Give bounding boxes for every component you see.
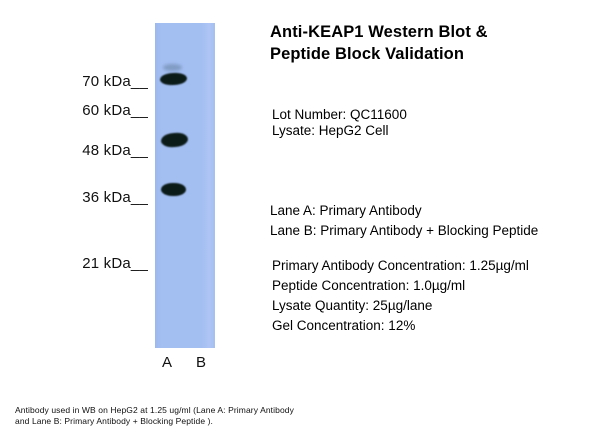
lane-label-a: A (161, 354, 172, 371)
figure-caption: Antibody used in WB on HepG2 at 1.25 ug/… (15, 405, 294, 427)
caption-line-1: Antibody used in WB on HepG2 at 1.25 ug/… (15, 405, 294, 415)
band-48kda (160, 131, 189, 149)
marker-36kda: 36 kDa__ (82, 189, 148, 206)
band-70kda (159, 72, 188, 86)
lane-b-description: Lane B: Primary Antibody + Blocking Pept… (270, 223, 539, 238)
band-36kda (161, 183, 186, 196)
figure-title: Anti-KEAP1 Western Blot & Peptide Block … (270, 21, 488, 65)
marker-60kda: 60 kDa__ (82, 102, 148, 119)
title-line-2: Peptide Block Validation (270, 45, 465, 63)
lane-descriptions: Lane A: Primary Antibody Lane B: Primary… (270, 201, 538, 241)
gel-concentration: Gel Concentration: 12% (272, 318, 416, 333)
lysate: Lysate: HepG2 Cell (272, 123, 389, 138)
title-line-1: Anti-KEAP1 Western Blot & (270, 23, 488, 41)
lysate-quantity: Lysate Quantity: 25µg/lane (272, 298, 433, 313)
lane-label-b: B (195, 354, 206, 371)
blot-strip (155, 23, 215, 348)
caption-line-2: and Lane B: Primary Antibody + Blocking … (15, 416, 214, 426)
lot-info: Lot Number: QC11600 Lysate: HepG2 Cell (272, 107, 407, 139)
marker-70kda: 70 kDa__ (82, 73, 148, 90)
marker-21kda: 21 kDa__ (82, 255, 148, 272)
experiment-details: Primary Antibody Concentration: 1.25µg/m… (272, 256, 529, 336)
marker-48kda: 48 kDa__ (82, 142, 148, 159)
antibody-concentration: Primary Antibody Concentration: 1.25µg/m… (272, 258, 529, 273)
peptide-concentration: Peptide Concentration: 1.0µg/ml (272, 278, 466, 293)
lane-a-description: Lane A: Primary Antibody (270, 203, 422, 218)
band-faint-75kda (163, 64, 182, 71)
lot-number: Lot Number: QC11600 (272, 107, 407, 122)
